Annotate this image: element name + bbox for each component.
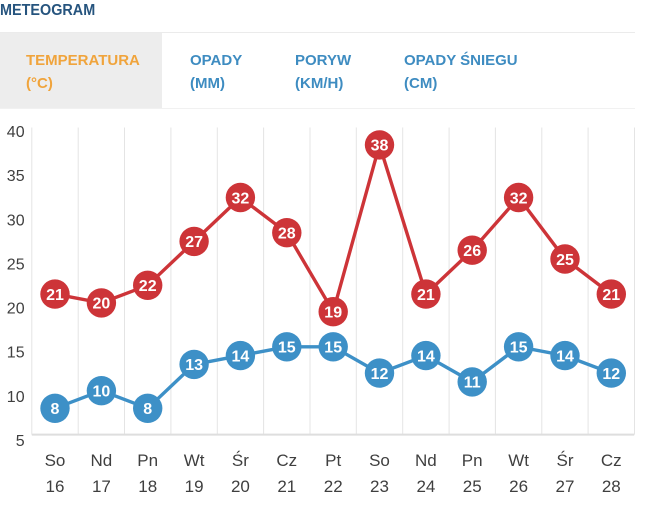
svg-text:21: 21 [46, 287, 64, 304]
svg-text:20: 20 [93, 296, 111, 313]
svg-text:10: 10 [7, 389, 25, 406]
svg-text:22: 22 [324, 477, 343, 496]
svg-text:25: 25 [556, 252, 574, 269]
svg-text:27: 27 [185, 234, 203, 251]
svg-text:Cz: Cz [276, 451, 297, 470]
svg-text:So: So [45, 451, 66, 470]
svg-text:Nd: Nd [91, 451, 113, 470]
svg-text:21: 21 [417, 287, 435, 304]
svg-text:19: 19 [324, 305, 342, 322]
svg-text:12: 12 [371, 366, 389, 383]
svg-text:25: 25 [463, 477, 482, 496]
svg-text:15: 15 [278, 340, 296, 357]
svg-text:20: 20 [231, 477, 250, 496]
svg-text:Pn: Pn [462, 451, 483, 470]
svg-text:27: 27 [556, 477, 575, 496]
svg-text:15: 15 [510, 340, 528, 357]
svg-text:14: 14 [232, 348, 250, 365]
svg-text:19: 19 [185, 477, 204, 496]
svg-text:35: 35 [7, 168, 25, 185]
svg-text:12: 12 [602, 366, 620, 383]
svg-text:21: 21 [602, 287, 620, 304]
svg-text:Wt: Wt [184, 451, 205, 470]
svg-text:26: 26 [463, 243, 481, 260]
svg-text:Cz: Cz [601, 451, 622, 470]
svg-text:23: 23 [370, 477, 389, 496]
svg-text:16: 16 [46, 477, 65, 496]
svg-text:25: 25 [7, 256, 25, 273]
svg-text:38: 38 [371, 138, 389, 155]
svg-text:10: 10 [93, 384, 111, 401]
svg-text:40: 40 [7, 124, 25, 141]
svg-text:13: 13 [185, 357, 203, 374]
svg-text:Pn: Pn [137, 451, 158, 470]
svg-text:17: 17 [92, 477, 111, 496]
svg-text:28: 28 [602, 477, 621, 496]
svg-text:28: 28 [278, 226, 296, 243]
svg-text:15: 15 [324, 340, 342, 357]
svg-text:8: 8 [143, 401, 152, 418]
svg-text:11: 11 [464, 375, 481, 392]
svg-text:26: 26 [509, 477, 528, 496]
svg-text:Nd: Nd [415, 451, 437, 470]
svg-text:21: 21 [277, 477, 296, 496]
svg-text:18: 18 [138, 477, 157, 496]
svg-text:So: So [369, 451, 390, 470]
svg-text:Śr: Śr [232, 451, 249, 470]
svg-text:8: 8 [51, 401, 60, 418]
svg-text:20: 20 [7, 301, 25, 318]
svg-text:5: 5 [16, 433, 25, 450]
svg-text:Pt: Pt [325, 451, 341, 470]
svg-text:15: 15 [7, 345, 25, 362]
svg-text:32: 32 [510, 190, 528, 207]
svg-text:Wt: Wt [508, 451, 529, 470]
svg-text:22: 22 [139, 278, 157, 295]
svg-text:14: 14 [556, 348, 574, 365]
svg-text:Śr: Śr [557, 451, 574, 470]
svg-text:30: 30 [7, 212, 25, 229]
svg-text:32: 32 [232, 190, 250, 207]
svg-text:14: 14 [417, 348, 435, 365]
svg-text:24: 24 [416, 477, 435, 496]
